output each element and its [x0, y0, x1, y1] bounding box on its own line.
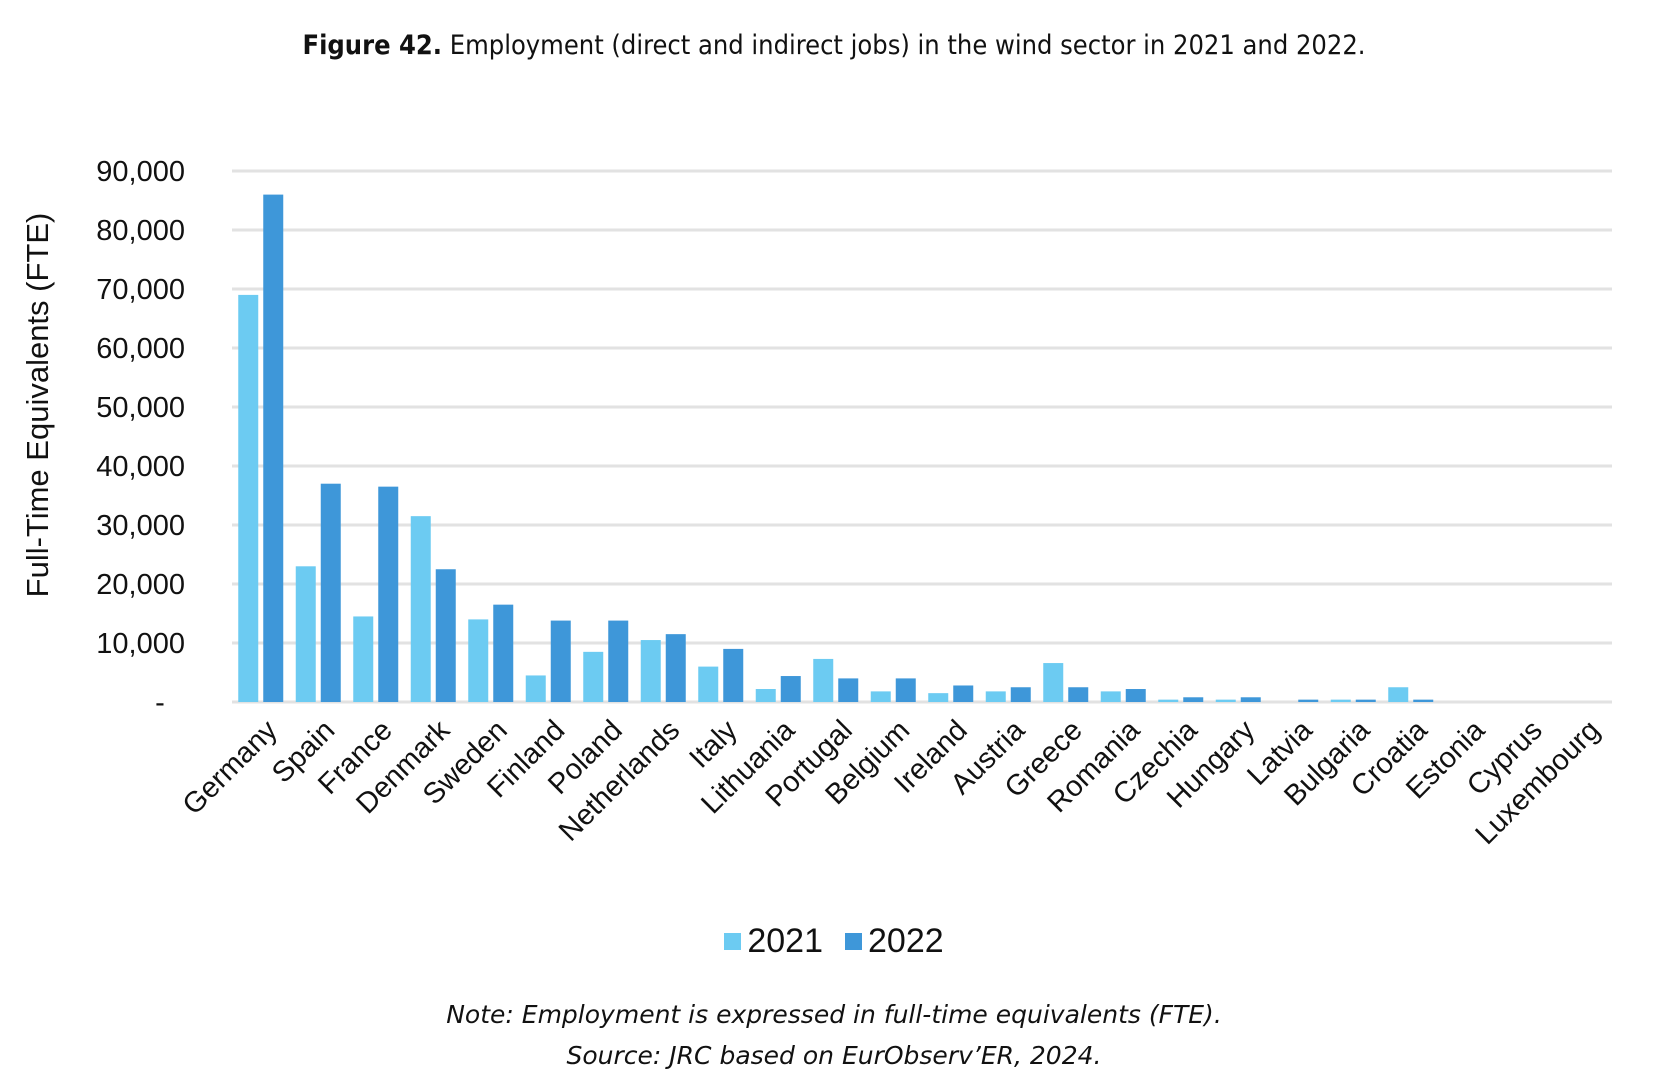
- bar-2021-portugal: [813, 658, 834, 702]
- legend-label-2022: 2022: [868, 922, 944, 960]
- bar-2021-austria: [985, 691, 1006, 702]
- bar-2021-greece: [1043, 663, 1064, 702]
- y-tick-label: 20,000: [96, 569, 185, 601]
- bar-2022-czechia: [1183, 697, 1204, 702]
- y-tick-label: 30,000: [96, 510, 185, 542]
- bar-2021-lithuania: [755, 689, 776, 702]
- bar-2022-sweden: [493, 604, 514, 702]
- bar-2021-romania: [1100, 691, 1121, 702]
- x-axis-labels: GermanySpainFranceDenmarkSwedenFinlandPo…: [177, 714, 1606, 851]
- gridlines: [232, 169, 1612, 704]
- figure-number: Figure 42.: [302, 30, 443, 61]
- figure-caption: Employment (direct and indirect jobs) in…: [449, 30, 1366, 61]
- bar-2021-croatia: [1388, 687, 1409, 702]
- bar-2022-bulgaria: [1355, 699, 1376, 702]
- bars: [238, 194, 1434, 702]
- figure-title: Figure 42. Employment (direct and indire…: [0, 30, 1668, 61]
- bar-2021-netherlands: [640, 640, 661, 702]
- bar-2022-finland: [550, 620, 571, 702]
- bar-2021-finland: [525, 675, 546, 702]
- bar-2021-poland: [583, 651, 604, 702]
- bar-2022-ireland: [953, 685, 974, 702]
- y-axis-ticks: - 10,000 20,000 30,000 40,000 50,000 60,000 70,…: [96, 156, 185, 719]
- bar-2022-poland: [608, 620, 629, 702]
- bar-2022-romania: [1125, 689, 1146, 702]
- y-tick-label: 80,000: [96, 215, 185, 247]
- bar-2021-italy: [698, 666, 719, 702]
- bar-2022-netherlands: [665, 634, 686, 702]
- y-tick-label: 70,000: [96, 274, 185, 306]
- y-tick-label: 40,000: [96, 451, 185, 483]
- legend-swatch-2021: [724, 933, 742, 950]
- bar-2021-france: [353, 616, 374, 702]
- legend-item-2021: 2021: [724, 922, 823, 961]
- bar-2022-lithuania: [780, 676, 801, 702]
- bar-2022-austria: [1010, 687, 1031, 702]
- bar-2021-belgium: [870, 691, 891, 702]
- figure-note: Note: Employment is expressed in full-ti…: [446, 1000, 1222, 1029]
- y-axis-title: Full-Time Equivalents (FTE): [20, 213, 55, 598]
- bar-chart: - 10,000 20,000 30,000 40,000 50,000 60,000 70,…: [20, 156, 1612, 851]
- bar-2021-germany: [238, 294, 259, 702]
- bar-2021-spain: [295, 566, 316, 702]
- bar-2022-spain: [320, 483, 341, 702]
- bar-2021-sweden: [468, 619, 489, 702]
- bar-2022-denmark: [435, 569, 456, 702]
- y-tick-label: 10,000: [96, 628, 185, 660]
- bar-2021-hungary: [1215, 699, 1236, 702]
- bar-2021-denmark: [410, 516, 431, 702]
- bar-2021-ireland: [928, 693, 949, 702]
- bar-2022-france: [378, 486, 399, 702]
- legend-item-2022: 2022: [845, 922, 944, 961]
- y-tick-label: -: [155, 687, 165, 719]
- legend-label-2021: 2021: [747, 922, 823, 960]
- bar-2022-greece: [1068, 687, 1089, 702]
- bar-2021-czechia: [1158, 699, 1179, 702]
- bar-2022-germany: [263, 194, 284, 702]
- bar-2022-belgium: [895, 678, 916, 702]
- figure-source: Source: JRC based on EurObserv’ER, 2024.: [566, 1041, 1102, 1070]
- bar-2022-latvia: [1298, 699, 1319, 702]
- legend-swatch-2022: [845, 933, 862, 950]
- bar-2021-bulgaria: [1330, 699, 1351, 702]
- y-tick-label: 90,000: [96, 156, 185, 188]
- bar-2022-croatia: [1413, 699, 1434, 702]
- y-tick-label: 60,000: [96, 333, 185, 365]
- bar-2022-hungary: [1240, 697, 1261, 702]
- legend: 2021 2022: [0, 922, 1668, 961]
- y-tick-label: 50,000: [96, 392, 185, 424]
- bar-2022-portugal: [838, 678, 859, 702]
- bar-2022-italy: [723, 648, 744, 702]
